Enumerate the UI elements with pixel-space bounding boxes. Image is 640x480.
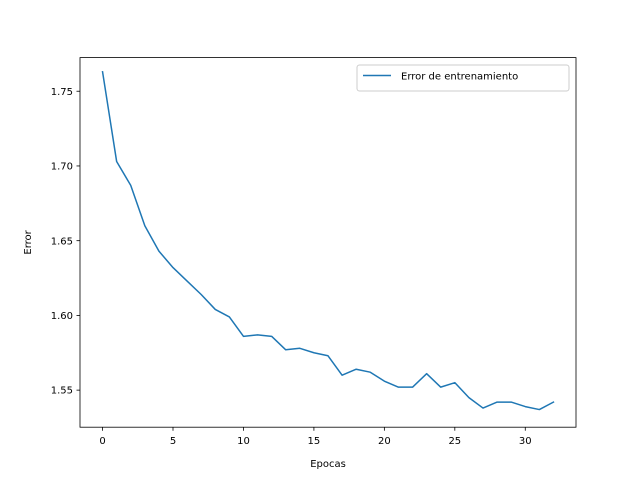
y-tick-label: 1.60: [51, 311, 73, 322]
y-tick-label: 1.55: [51, 386, 73, 397]
x-tick-label: 15: [308, 436, 321, 447]
x-tick-label: 20: [378, 436, 391, 447]
series-line-0: [101, 70, 555, 411]
x-tick-label: 30: [519, 436, 532, 447]
x-tick-label: 10: [237, 436, 250, 447]
axes: 0 5 10 15 20 25 30 1.55 1.60 1.65 1.70 1.75 Epocas Er…: [23, 57, 577, 470]
axes-frame: [79, 57, 577, 428]
x-tick-label: 0: [99, 436, 105, 447]
y-tick-label: 1.65: [51, 236, 73, 247]
legend-label: Error de entrenamiento: [401, 71, 518, 82]
y-tick-label: 1.70: [51, 162, 73, 173]
x-tick-label: 5: [170, 436, 176, 447]
x-axis-label: Epocas: [310, 459, 346, 470]
plot-area: [101, 70, 555, 411]
legend: Error de entrenamiento: [356, 64, 570, 92]
y-tick-label: 1.75: [51, 87, 73, 98]
legend-box: [356, 64, 570, 92]
x-tick-label: 25: [448, 436, 461, 447]
y-axis-label: Error: [23, 229, 34, 254]
